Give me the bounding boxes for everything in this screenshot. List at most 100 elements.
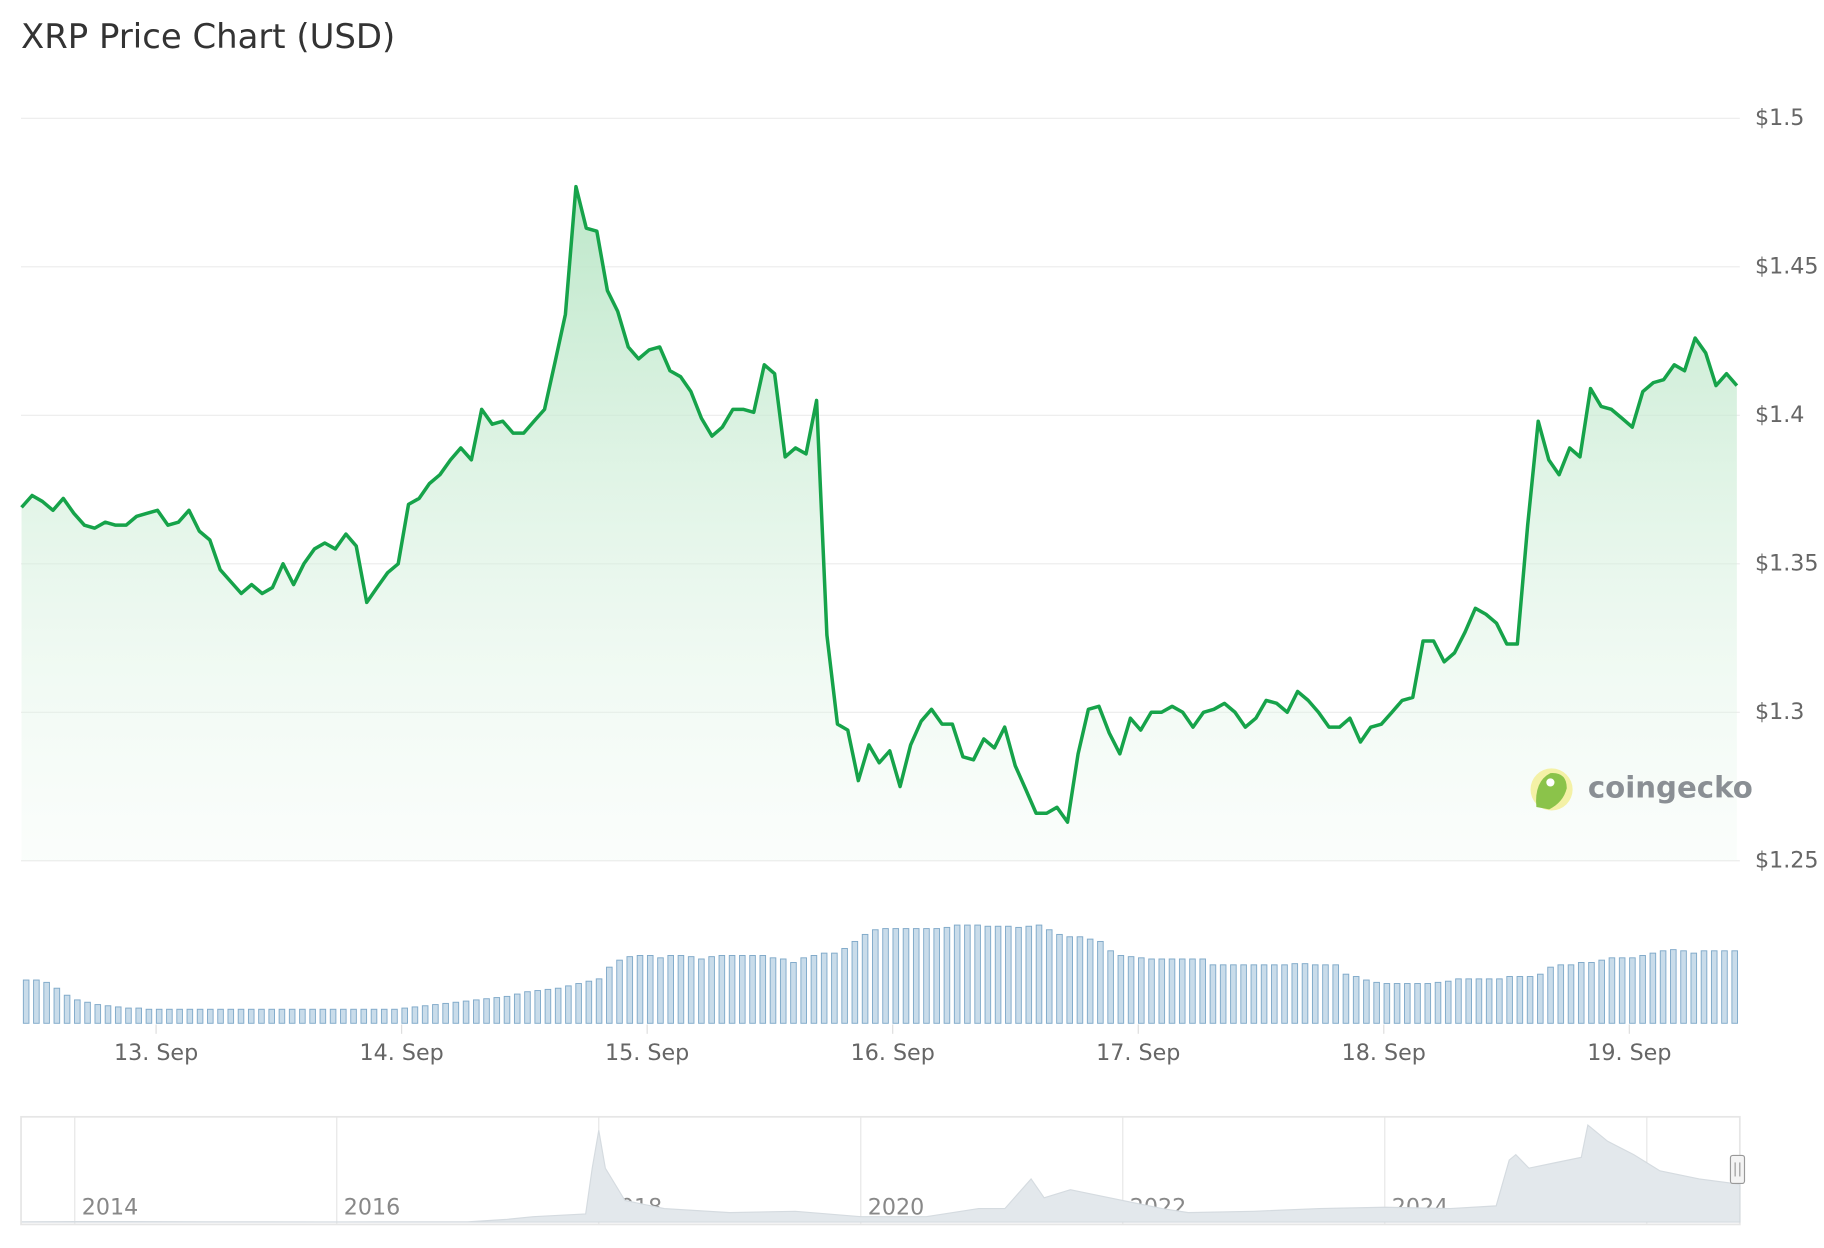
volume-bar bbox=[84, 1001, 91, 1024]
volume-bar bbox=[1680, 950, 1687, 1024]
volume-bar bbox=[800, 957, 807, 1024]
volume-bar bbox=[1178, 958, 1186, 1024]
volume-bar bbox=[616, 959, 623, 1024]
volume-bar bbox=[698, 958, 705, 1024]
volume-bar bbox=[1219, 964, 1227, 1024]
volume-bar bbox=[1659, 950, 1667, 1024]
volume-bar bbox=[851, 940, 859, 1024]
volume-bar bbox=[288, 1008, 296, 1024]
volume-bars bbox=[22, 924, 1738, 1024]
volume-bar bbox=[1189, 958, 1196, 1024]
volume-bar bbox=[1700, 950, 1708, 1024]
volume-bar bbox=[340, 1008, 347, 1024]
volume-bar bbox=[1629, 957, 1636, 1024]
volume-bar bbox=[1148, 958, 1155, 1024]
volume-bar bbox=[1383, 983, 1391, 1024]
volume-bar bbox=[299, 1008, 306, 1024]
volume-bar bbox=[360, 1008, 368, 1024]
volume-bar bbox=[1056, 933, 1063, 1024]
volume-bar bbox=[1291, 963, 1299, 1024]
volume-bar bbox=[994, 925, 1002, 1024]
volume-bar bbox=[145, 1008, 153, 1024]
navigator-tick-label: 2014 bbox=[82, 1195, 139, 1221]
volume-bar bbox=[1301, 963, 1309, 1024]
volume-bar bbox=[1015, 926, 1022, 1024]
volume-bar bbox=[984, 925, 992, 1024]
volume-bar bbox=[759, 955, 767, 1024]
volume-bar bbox=[790, 962, 797, 1024]
volume-bar bbox=[309, 1008, 316, 1024]
volume-bar bbox=[585, 980, 593, 1024]
volume-bar bbox=[493, 997, 501, 1024]
volume-bar bbox=[1127, 956, 1135, 1024]
volume-bar bbox=[1086, 938, 1094, 1024]
y-tick-label: $1.25 bbox=[1755, 847, 1819, 873]
grid: $1.25 $1.3 $1.35 $1.4 $1.45 $1.5 13. Sep 14. Se… bbox=[21, 105, 1819, 1066]
volume-bar bbox=[1035, 924, 1043, 1024]
volume-bar bbox=[1025, 925, 1033, 1024]
volume-bar bbox=[1271, 964, 1278, 1024]
x-tick-label: 14. Sep bbox=[360, 1040, 444, 1066]
volume-bar bbox=[74, 999, 81, 1024]
volume-bar bbox=[606, 966, 613, 1024]
volume-bar bbox=[1588, 962, 1595, 1024]
volume-bar bbox=[473, 999, 480, 1024]
volume-bar bbox=[63, 994, 71, 1024]
volume-bar bbox=[943, 926, 951, 1024]
y-tick-label: $1.35 bbox=[1755, 550, 1819, 576]
volume-bar bbox=[1393, 983, 1401, 1024]
volume-bar bbox=[534, 990, 541, 1024]
volume-bar bbox=[1455, 978, 1462, 1024]
volume-bar bbox=[104, 1005, 112, 1024]
volume-bar bbox=[626, 956, 634, 1024]
volume-bar bbox=[1332, 964, 1339, 1024]
price-area bbox=[21, 186, 1737, 861]
volume-bar bbox=[503, 995, 511, 1024]
volume-bar bbox=[728, 955, 736, 1024]
navigator-handle[interactable] bbox=[1729, 1154, 1746, 1185]
volume-bar bbox=[1577, 962, 1585, 1024]
volume-bar bbox=[1250, 964, 1258, 1024]
volume-bar bbox=[1117, 955, 1125, 1024]
volume-bar bbox=[391, 1008, 398, 1024]
navigator-area bbox=[21, 1123, 1741, 1223]
volume-bar bbox=[94, 1004, 102, 1024]
volume-bar bbox=[1639, 955, 1646, 1024]
volume-bar bbox=[43, 981, 50, 1024]
volume-bar bbox=[1557, 964, 1565, 1024]
volume-bar bbox=[902, 928, 910, 1024]
volume-bar bbox=[227, 1008, 235, 1024]
volume-bar bbox=[329, 1008, 337, 1024]
volume-bar bbox=[1005, 925, 1012, 1024]
y-tick-label: $1.3 bbox=[1755, 699, 1804, 725]
watermark-text: coingecko bbox=[1588, 770, 1753, 804]
volume-bar bbox=[1281, 964, 1288, 1024]
volume-bar bbox=[1199, 958, 1206, 1024]
volume-bar bbox=[350, 1008, 357, 1024]
volume-bar bbox=[1424, 983, 1432, 1024]
volume-bar bbox=[258, 1008, 265, 1024]
volume-bar bbox=[1045, 929, 1053, 1024]
navigator-handle[interactable] bbox=[1729, 1154, 1746, 1185]
volume-bar bbox=[196, 1008, 204, 1024]
volume-bar bbox=[1404, 983, 1411, 1024]
volume-bar bbox=[319, 1008, 327, 1024]
volume-bar bbox=[974, 924, 981, 1024]
volume-bar bbox=[1342, 973, 1350, 1024]
volume-bar bbox=[1158, 958, 1166, 1024]
volume-bar bbox=[1414, 983, 1421, 1024]
x-tick-label: 18. Sep bbox=[1342, 1040, 1426, 1066]
x-tick-label: 13. Sep bbox=[114, 1040, 198, 1066]
volume-bar bbox=[380, 1008, 388, 1024]
volume-bar bbox=[1363, 979, 1370, 1024]
volume-bar bbox=[1076, 936, 1084, 1024]
volume-bar bbox=[1567, 964, 1575, 1024]
volume-bar bbox=[1373, 981, 1380, 1024]
volume-bar bbox=[1322, 964, 1329, 1024]
volume-bar bbox=[749, 955, 756, 1024]
volume-bar bbox=[1710, 950, 1718, 1024]
volume-bar bbox=[820, 952, 828, 1024]
volume-bar bbox=[186, 1008, 194, 1024]
volume-bar bbox=[1465, 978, 1472, 1024]
volume-bar bbox=[575, 983, 582, 1024]
